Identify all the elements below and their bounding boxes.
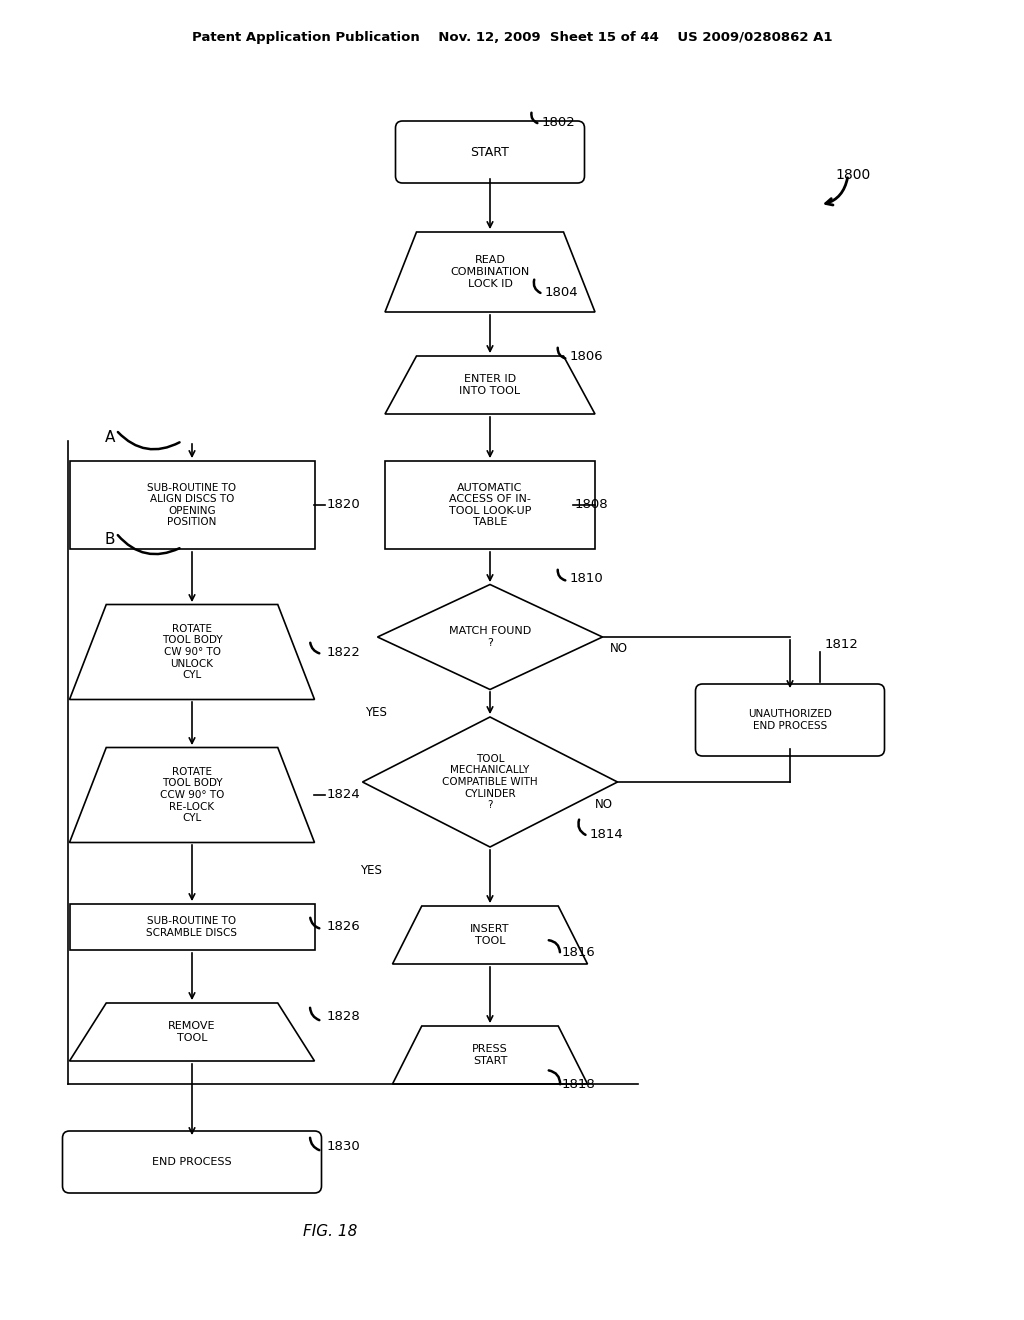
Polygon shape	[385, 232, 595, 312]
Text: PRESS
START: PRESS START	[472, 1044, 508, 1065]
Text: ROTATE
TOOL BODY
CW 90° TO
UNLOCK
CYL: ROTATE TOOL BODY CW 90° TO UNLOCK CYL	[162, 624, 222, 680]
Text: 1822: 1822	[327, 645, 360, 659]
Bar	[70, 461, 314, 549]
Text: READ
COMBINATION
LOCK ID: READ COMBINATION LOCK ID	[451, 255, 529, 289]
Text: A: A	[105, 429, 116, 445]
Text: 1828: 1828	[327, 1011, 360, 1023]
Text: MATCH FOUND
?: MATCH FOUND ?	[449, 626, 531, 648]
Text: START: START	[471, 145, 509, 158]
Text: 1806: 1806	[570, 351, 603, 363]
Text: TOOL
MECHANICALLY
COMPATIBLE WITH
CYLINDER
?: TOOL MECHANICALLY COMPATIBLE WITH CYLIND…	[442, 754, 538, 810]
Text: NO: NO	[610, 643, 628, 656]
Text: 1802: 1802	[542, 116, 575, 128]
Text: ROTATE
TOOL BODY
CCW 90° TO
RE-LOCK
CYL: ROTATE TOOL BODY CCW 90° TO RE-LOCK CYL	[160, 767, 224, 824]
Text: FIG. 18: FIG. 18	[303, 1225, 357, 1239]
Text: END PROCESS: END PROCESS	[153, 1158, 231, 1167]
Text: 1804: 1804	[545, 285, 579, 298]
Polygon shape	[392, 906, 588, 964]
FancyBboxPatch shape	[695, 684, 885, 756]
Text: 1830: 1830	[327, 1140, 360, 1154]
Text: UNAUTHORIZED
END PROCESS: UNAUTHORIZED END PROCESS	[749, 709, 831, 731]
Polygon shape	[378, 585, 602, 689]
Polygon shape	[70, 747, 314, 842]
Text: 1816: 1816	[562, 946, 596, 960]
Text: 1810: 1810	[570, 573, 604, 586]
Text: 1800: 1800	[835, 168, 870, 182]
Text: SUB-ROUTINE TO
SCRAMBLE DISCS: SUB-ROUTINE TO SCRAMBLE DISCS	[146, 916, 238, 937]
Text: SUB-ROUTINE TO
ALIGN DISCS TO
OPENING
POSITION: SUB-ROUTINE TO ALIGN DISCS TO OPENING PO…	[147, 483, 237, 528]
Text: 1812: 1812	[825, 639, 859, 652]
Bar	[70, 904, 314, 950]
Text: 1824: 1824	[327, 788, 360, 801]
Text: ENTER ID
INTO TOOL: ENTER ID INTO TOOL	[460, 374, 520, 396]
Text: B: B	[105, 532, 116, 548]
Bar	[385, 461, 595, 549]
FancyBboxPatch shape	[62, 1131, 322, 1193]
Text: YES: YES	[365, 705, 387, 718]
Polygon shape	[385, 356, 595, 414]
FancyBboxPatch shape	[395, 121, 585, 183]
Polygon shape	[392, 1026, 588, 1084]
Text: 1814: 1814	[590, 828, 624, 841]
Text: Patent Application Publication    Nov. 12, 2009  Sheet 15 of 44    US 2009/02808: Patent Application Publication Nov. 12, …	[191, 32, 833, 45]
Text: NO: NO	[595, 797, 613, 810]
Text: 1808: 1808	[575, 499, 608, 511]
Text: YES: YES	[360, 863, 382, 876]
Text: 1818: 1818	[562, 1078, 596, 1092]
Polygon shape	[362, 717, 617, 847]
Text: AUTOMATIC
ACCESS OF IN-
TOOL LOOK-UP
TABLE: AUTOMATIC ACCESS OF IN- TOOL LOOK-UP TAB…	[449, 483, 531, 528]
Polygon shape	[70, 1003, 314, 1061]
Text: REMOVE
TOOL: REMOVE TOOL	[168, 1022, 216, 1043]
Text: INSERT
TOOL: INSERT TOOL	[470, 924, 510, 946]
Text: 1826: 1826	[327, 920, 360, 933]
Text: 1820: 1820	[327, 499, 360, 511]
Polygon shape	[70, 605, 314, 700]
